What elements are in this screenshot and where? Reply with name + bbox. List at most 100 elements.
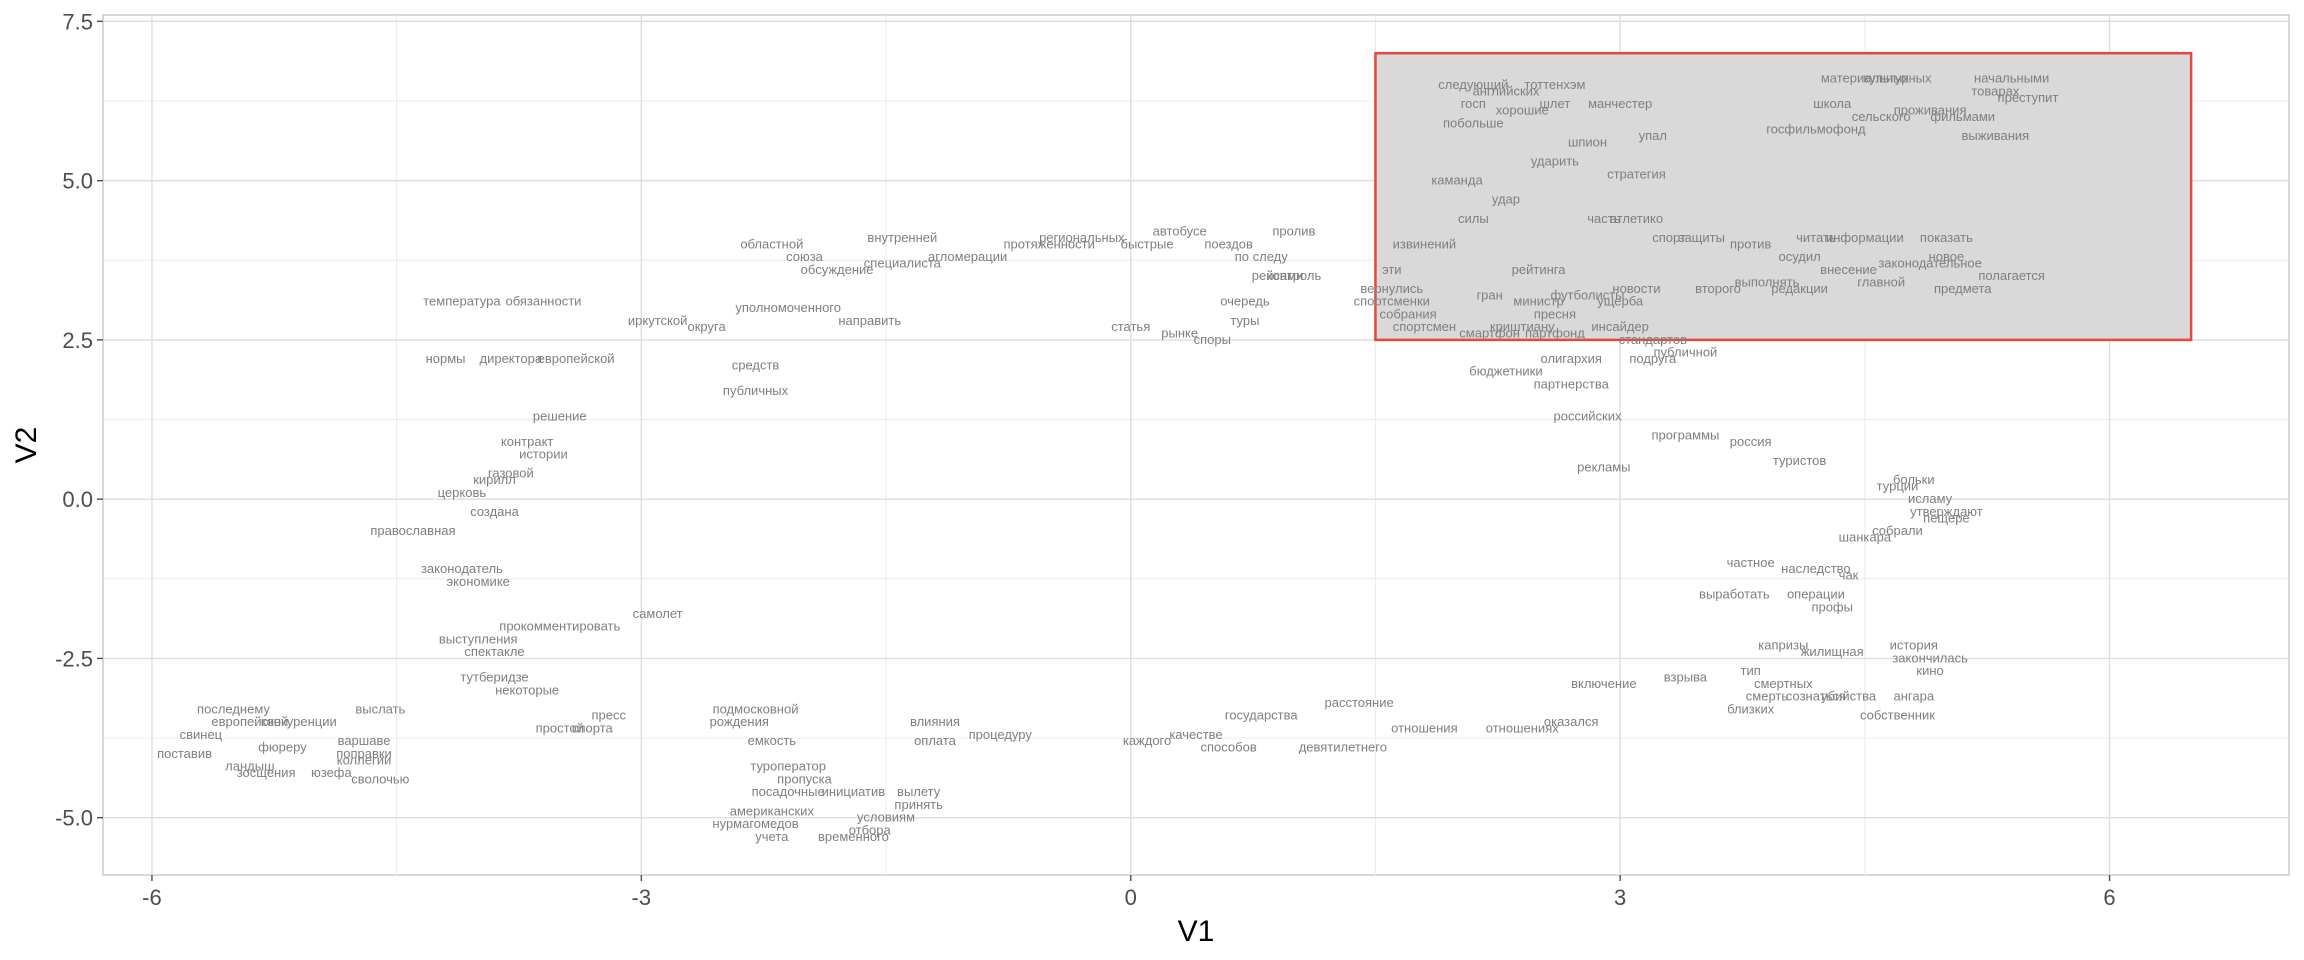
word-label: собственник <box>1860 708 1935 723</box>
word-label: отношениях <box>1486 720 1559 735</box>
word-label: процедуру <box>969 727 1033 742</box>
word-label: публичных <box>723 383 789 398</box>
word-label: взрыва <box>1664 670 1708 685</box>
word-label: выслать <box>355 701 405 716</box>
word-label: чак <box>1839 568 1859 583</box>
word-label: температура <box>423 294 501 309</box>
y-tick-label: 2.5 <box>62 328 93 353</box>
word-label: по следу <box>1235 249 1288 264</box>
word-label: директора <box>480 351 543 366</box>
word-label: православная <box>370 523 455 538</box>
word-label: тип <box>1741 663 1761 678</box>
word-label: обсуждение <box>801 262 874 277</box>
word-label: последнему <box>197 701 270 716</box>
word-label: выживания <box>1962 128 2030 143</box>
y-tick-label: -2.5 <box>55 646 93 671</box>
word-label: ущерба <box>1597 294 1644 309</box>
word-label: статья <box>1111 319 1150 334</box>
x-tick-label: 6 <box>2103 885 2115 910</box>
word-label: включение <box>1571 676 1636 691</box>
word-label: качестве <box>1169 727 1222 742</box>
word-label: смартфон <box>1459 326 1520 341</box>
x-tick-label: 3 <box>1614 885 1626 910</box>
word-label: простой <box>536 720 584 735</box>
word-label: хорошие <box>1496 103 1549 118</box>
word-label: направить <box>838 313 901 328</box>
word-label: поправки <box>336 746 392 761</box>
word-label: ударить <box>1531 154 1579 169</box>
word-label: программы <box>1651 427 1719 442</box>
word-label: коллегии <box>337 752 391 767</box>
word-label: криштиану <box>1490 319 1555 334</box>
word-label: собрали <box>1872 523 1923 538</box>
word-label: автобусе <box>1153 224 1207 239</box>
word-label: американских <box>730 803 815 818</box>
word-label: гран <box>1476 287 1502 302</box>
word-label: спорта <box>572 720 614 735</box>
word-label: побольше <box>1443 115 1504 130</box>
x-axis-ticks: -6 -3 0 3 6 <box>142 875 2116 910</box>
word-label: собрания <box>1379 306 1436 321</box>
word-label: сельского <box>1852 109 1911 124</box>
word-label: некоторые <box>495 682 559 697</box>
word-label: влияния <box>910 714 960 729</box>
word-label: временного <box>818 829 889 844</box>
word-label: уполномоченного <box>735 300 841 315</box>
word-label: наследство <box>1781 561 1850 576</box>
word-label: конкуренции <box>261 714 337 729</box>
word-label: региональных <box>1039 230 1125 245</box>
word-label: утверждают <box>1910 504 1983 519</box>
y-axis-ticks: -5.0 -2.5 0.0 2.5 5.0 7.5 <box>55 9 103 831</box>
word-label: операции <box>1787 587 1845 602</box>
word-label: инсайдер <box>1591 319 1648 334</box>
word-label: олигархия <box>1541 351 1602 366</box>
word-label: быстрые <box>1121 236 1174 251</box>
word-label: рождения <box>710 714 769 729</box>
word-label: упал <box>1639 128 1667 143</box>
word-label: способов <box>1201 740 1257 755</box>
x-tick-label: 0 <box>1125 885 1137 910</box>
word-label: школа <box>1813 96 1852 111</box>
word-label: пролив <box>1272 224 1315 239</box>
word-label: вернулись <box>1360 281 1423 296</box>
word-label: исламу <box>1908 491 1953 506</box>
word-label: преступит <box>1998 90 2059 105</box>
word-label: туристов <box>1773 453 1826 468</box>
word-label: против <box>1730 236 1771 251</box>
word-label: главной <box>1857 275 1905 290</box>
word-label: отношения <box>1391 720 1457 735</box>
y-axis-title: V2 <box>10 427 43 464</box>
word-label: поставив <box>157 746 212 761</box>
word-label: фильмами <box>1930 109 1995 124</box>
word-label: округа <box>688 319 727 334</box>
word-label: предмета <box>1934 281 1992 296</box>
word-label: министр <box>1513 294 1563 309</box>
word-label: пропуска <box>777 771 832 786</box>
x-tick-label: -6 <box>142 885 162 910</box>
word-label: читать <box>1796 230 1836 245</box>
word-label: товарах <box>1971 83 2019 98</box>
word-label: история <box>1890 638 1938 653</box>
word-label: церковь <box>438 485 487 500</box>
word-label: рейтинга <box>1512 262 1567 277</box>
word-label: английских <box>1472 83 1539 98</box>
word-label: показать <box>1920 230 1973 245</box>
word-label: экономике <box>447 574 510 589</box>
word-label: смертных <box>1754 676 1813 691</box>
word-label: европейской <box>538 351 615 366</box>
word-label: внесение <box>1820 262 1877 277</box>
word-label: эти <box>1382 262 1402 277</box>
word-label: нормы <box>426 351 466 366</box>
word-label: следующий <box>1438 77 1508 92</box>
word-label: выступления <box>439 631 518 646</box>
x-tick-label: -3 <box>632 885 652 910</box>
word-label: внутренней <box>867 230 937 245</box>
word-label: новое <box>1929 249 1965 264</box>
word-label: частное <box>1727 555 1775 570</box>
word-label: споры <box>1194 332 1231 347</box>
word-label: стандартов <box>1619 332 1688 347</box>
word-label: рекламы <box>1577 459 1630 474</box>
word-label: шлет <box>1540 96 1571 111</box>
word-label: партфонд <box>1525 326 1585 341</box>
word-label: выработать <box>1699 587 1770 602</box>
